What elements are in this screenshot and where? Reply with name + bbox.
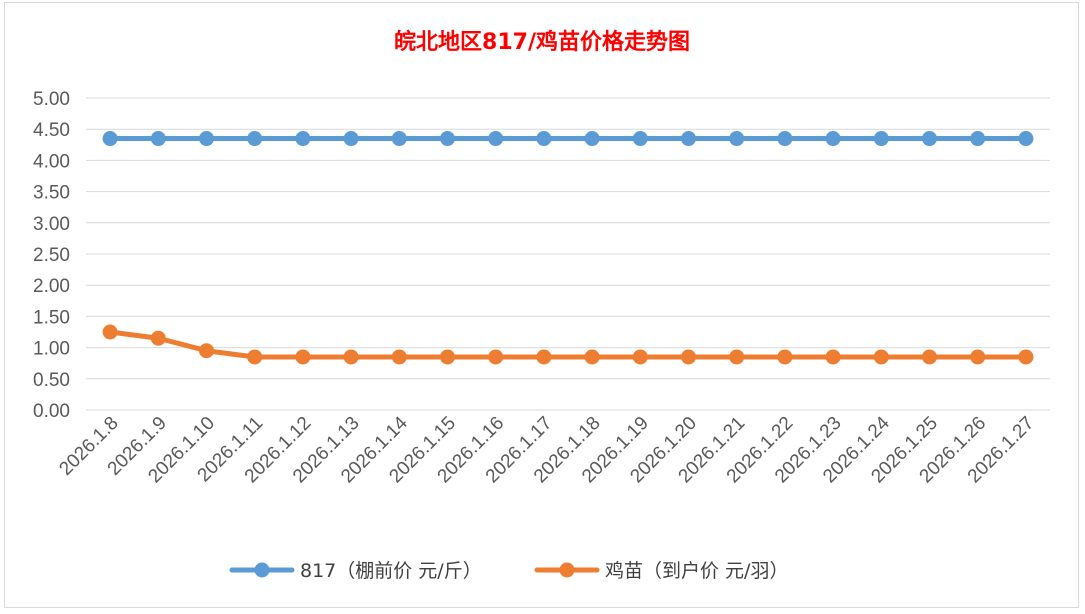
legend-marker-chick	[559, 562, 575, 578]
legend-marker-817	[254, 562, 270, 578]
data-point	[199, 343, 214, 359]
data-point	[584, 349, 600, 365]
y-tick-label: 3.50	[33, 183, 70, 204]
data-point	[729, 349, 745, 365]
data-point	[488, 349, 504, 365]
data-point	[536, 349, 552, 365]
data-point	[391, 131, 407, 147]
data-point	[922, 349, 937, 365]
data-point	[391, 349, 407, 365]
data-point	[295, 131, 311, 147]
data-point	[102, 131, 118, 147]
data-point	[295, 349, 311, 365]
data-point	[873, 349, 889, 365]
data-point	[343, 349, 359, 365]
data-point	[777, 131, 793, 147]
data-point	[632, 131, 648, 147]
series-817	[102, 131, 1034, 147]
data-point	[729, 131, 745, 147]
data-point	[873, 131, 889, 147]
data-point	[440, 349, 455, 365]
legend-label-817: 817（棚前价 元/斤）	[300, 560, 482, 582]
data-point	[825, 131, 841, 147]
y-tick-label: 4.50	[33, 120, 70, 141]
chart-title: 皖北地区817/鸡苗价格走势图	[394, 29, 690, 55]
data-point	[584, 131, 600, 147]
data-point	[150, 330, 166, 346]
data-point	[1018, 349, 1034, 365]
data-point	[150, 131, 166, 147]
data-point	[970, 131, 986, 147]
data-point	[343, 131, 359, 147]
y-tick-label: 1.00	[33, 339, 70, 360]
data-point	[681, 131, 696, 147]
x-axis-tick-labels: 2026.1.82026.1.92026.1.102026.1.112026.1…	[55, 412, 1038, 487]
data-point	[970, 349, 986, 365]
legend-item-chick: 鸡苗（到户价 元/羽）	[534, 560, 788, 582]
series-line	[107, 329, 1029, 360]
series-chick	[102, 324, 1034, 365]
data-point	[825, 349, 841, 365]
data-point	[247, 349, 263, 365]
data-point	[777, 349, 793, 365]
data-point	[440, 131, 455, 147]
legend: 817（棚前价 元/斤） 鸡苗（到户价 元/羽）	[229, 560, 788, 582]
grid-layer	[86, 97, 1050, 411]
y-axis-tick-labels: 0.00 0.50 1.00 1.50 2.00 2.50 3.00 3.50 4.00 4.50…	[33, 89, 70, 422]
y-tick-label: 2.00	[33, 276, 70, 297]
y-tick-label: 0.00	[33, 401, 70, 422]
data-point	[102, 324, 118, 340]
y-tick-label: 3.00	[33, 214, 70, 235]
data-point	[922, 131, 937, 147]
y-tick-label: 0.50	[33, 370, 70, 391]
data-point	[488, 131, 504, 147]
chart-frame	[4, 2, 1079, 608]
data-point	[199, 131, 214, 147]
legend-item-817: 817（棚前价 元/斤）	[229, 560, 482, 582]
legend-label-chick: 鸡苗（到户价 元/羽）	[605, 560, 788, 582]
y-tick-label: 4.00	[33, 151, 70, 172]
data-point	[681, 349, 696, 365]
y-tick-label: 1.50	[33, 307, 70, 328]
y-tick-label: 2.50	[33, 245, 70, 266]
data-point	[1018, 131, 1034, 147]
y-tick-label: 5.00	[33, 89, 70, 110]
data-point	[247, 131, 263, 147]
data-point	[632, 349, 648, 365]
series-layer	[102, 131, 1034, 365]
data-point	[536, 131, 552, 147]
